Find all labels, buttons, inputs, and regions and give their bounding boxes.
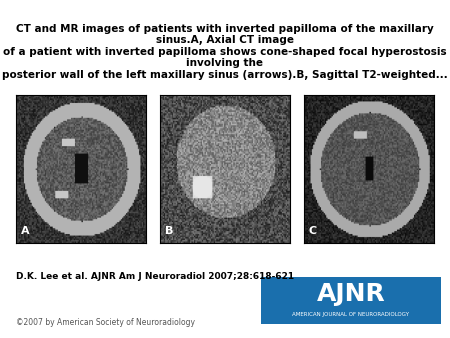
- Text: CT and MR images of patients with inverted papilloma of the maxillary sinus.A, A: CT and MR images of patients with invert…: [2, 24, 448, 80]
- Text: A: A: [21, 226, 30, 236]
- Text: AJNR: AJNR: [317, 282, 385, 306]
- Text: C: C: [309, 226, 317, 236]
- Text: B: B: [165, 226, 173, 236]
- Text: ©2007 by American Society of Neuroradiology: ©2007 by American Society of Neuroradiol…: [16, 318, 195, 327]
- Text: D.K. Lee et al. AJNR Am J Neuroradiol 2007;28:618-621: D.K. Lee et al. AJNR Am J Neuroradiol 20…: [16, 272, 294, 281]
- Text: AMERICAN JOURNAL OF NEURORADIOLOGY: AMERICAN JOURNAL OF NEURORADIOLOGY: [292, 312, 410, 317]
